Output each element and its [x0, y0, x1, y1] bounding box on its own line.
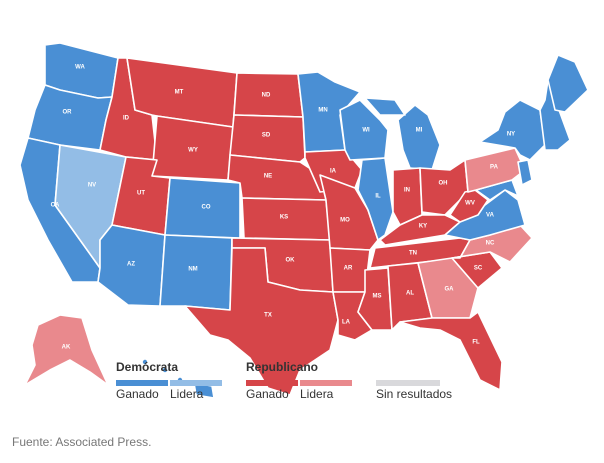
- source-note: Fuente: Associated Press.: [12, 435, 152, 449]
- state-AK[interactable]: [24, 314, 109, 386]
- label-ND: ND: [262, 93, 271, 99]
- state-NJ[interactable]: [517, 159, 533, 186]
- legend-dem-lead-swatch: [170, 380, 222, 386]
- state-MI[interactable]: [364, 97, 441, 171]
- label-KY: KY: [419, 224, 427, 230]
- label-UT: UT: [137, 191, 145, 197]
- label-AZ: AZ: [127, 262, 135, 268]
- legend-none-swatch: [376, 380, 440, 386]
- label-NY: NY: [507, 132, 515, 138]
- state-labels: WA OR CA NV ID MT WY UT AZ CO NM ND SD N…: [51, 65, 516, 351]
- state-NE-ST[interactable]: [539, 79, 571, 151]
- label-NM: NM: [188, 267, 197, 273]
- legend-dem-won-swatch: [116, 380, 168, 386]
- label-NC: NC: [486, 241, 495, 247]
- label-ID: ID: [123, 116, 130, 122]
- legend-rep-lead-swatch: [300, 380, 352, 386]
- state-WV[interactable]: [449, 189, 489, 223]
- label-OH: OH: [439, 181, 448, 187]
- label-AR: AR: [344, 266, 353, 272]
- state-GA[interactable]: [417, 257, 479, 319]
- label-NE: NE: [264, 174, 272, 180]
- label-PA: PA: [490, 165, 499, 171]
- label-MO: MO: [340, 218, 350, 224]
- state-KY[interactable]: [379, 214, 461, 246]
- label-MN: MN: [318, 108, 327, 114]
- label-GA: GA: [445, 287, 455, 293]
- label-MI: MI: [416, 128, 423, 134]
- label-SC: SC: [474, 266, 483, 272]
- state-WI[interactable]: [339, 99, 389, 161]
- label-LA: LA: [342, 320, 351, 326]
- label-WA: WA: [75, 65, 85, 71]
- label-TX: TX: [264, 313, 272, 319]
- label-FL: FL: [472, 340, 480, 346]
- us-election-map: WA OR CA NV ID MT WY UT AZ CO NM ND SD N…: [19, 42, 589, 399]
- label-IA: IA: [330, 169, 337, 175]
- label-OR: OR: [63, 110, 73, 116]
- legend-rep: Republicano Ganado Lidera: [246, 360, 366, 404]
- legend-rep-title: Republicano: [246, 360, 319, 374]
- label-SD: SD: [262, 133, 271, 139]
- legend-rep-won-swatch: [246, 380, 298, 386]
- label-AL: AL: [406, 291, 414, 297]
- label-TN: TN: [409, 251, 417, 257]
- state-MO[interactable]: [319, 174, 379, 251]
- label-MS: MS: [373, 294, 382, 300]
- label-OK: OK: [286, 258, 296, 264]
- legend-rep-lead-label: Lidera: [300, 387, 334, 401]
- state-IL[interactable]: [357, 157, 394, 241]
- legend-dem: Demócrata Ganado Lidera: [116, 360, 236, 404]
- legend-none-label: Sin resultados: [376, 387, 453, 401]
- legend-dem-lead-label: Lidera: [170, 387, 204, 401]
- label-MT: MT: [175, 90, 184, 96]
- label-IN: IN: [404, 188, 410, 194]
- state-SD[interactable]: [229, 114, 306, 163]
- legend-rep-won-label: Ganado: [246, 387, 289, 401]
- label-WY: WY: [188, 148, 198, 154]
- state-FL[interactable]: [399, 311, 503, 391]
- label-CO: CO: [202, 205, 211, 211]
- label-WI: WI: [362, 128, 370, 134]
- label-AK: AK: [62, 345, 71, 351]
- label-VA: VA: [486, 213, 495, 219]
- legend-dem-won-label: Ganado: [116, 387, 159, 401]
- label-NV: NV: [88, 183, 96, 189]
- label-CA: CA: [51, 203, 60, 209]
- legend-dem-title: Demócrata: [116, 360, 179, 374]
- label-IL: IL: [375, 194, 381, 200]
- label-WV: WV: [465, 201, 475, 207]
- state-ME[interactable]: [547, 54, 589, 113]
- legend-none: Sin resultados: [376, 360, 486, 404]
- label-KS: KS: [280, 215, 288, 221]
